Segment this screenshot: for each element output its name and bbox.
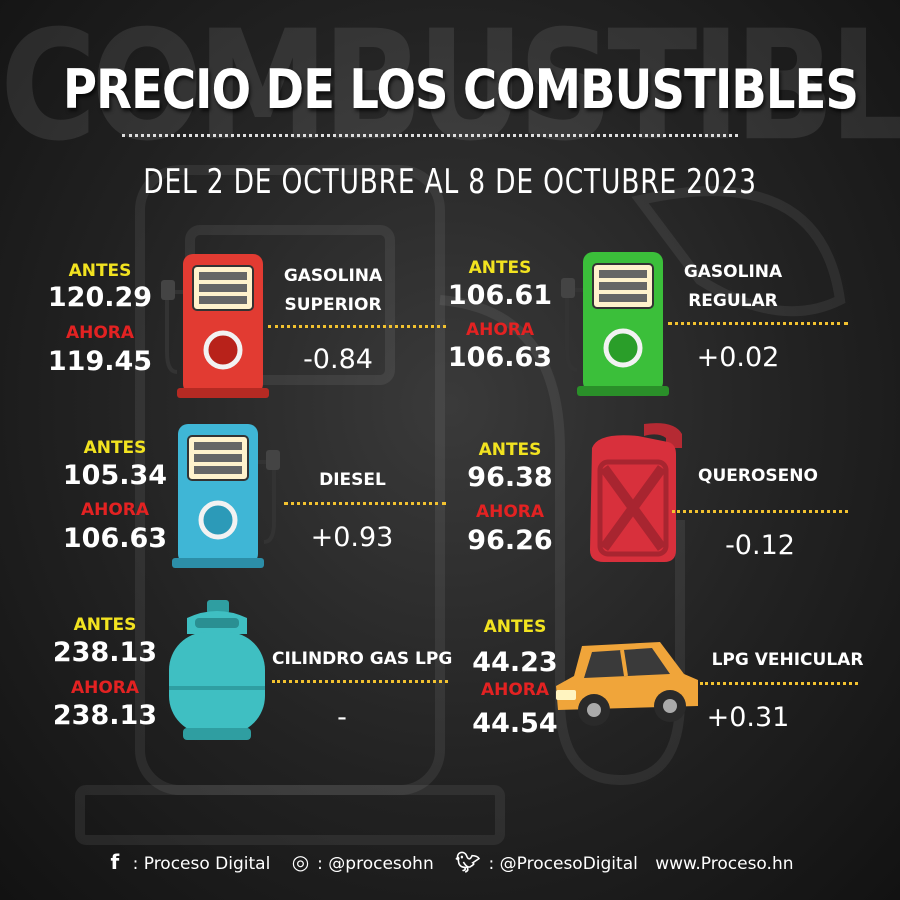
antes-price: 120.29 (47, 282, 153, 313)
page-title: PRECIO DE LOS COMBUSTIBLES (63, 58, 859, 121)
ahora-label: AHORA (80, 500, 150, 520)
dotted-divider (268, 325, 446, 328)
dotted-divider (272, 680, 448, 683)
twitter-icon: 🐦︎ (455, 850, 481, 874)
ahora-price: 44.54 (472, 708, 558, 739)
ahora-label: AHORA (65, 323, 135, 343)
fuel-name: LPG VEHICULAR (711, 650, 864, 670)
website-link[interactable]: www.Proceso.hn (655, 854, 794, 874)
gas-cylinder-icon (169, 600, 265, 740)
price-difference: +0.93 (310, 522, 394, 553)
antes-label: ANTES (83, 438, 147, 458)
ahora-label: AHORA (465, 320, 535, 340)
fuel-name: CILINDRO GAS LPG (272, 649, 453, 669)
price-difference: -0.12 (725, 530, 795, 561)
price-difference: +0.31 (706, 702, 790, 733)
twitter-link[interactable]: 🐦︎: @ProcesoDigital (455, 850, 638, 874)
fuel-name: QUEROSENO (698, 466, 818, 486)
social-footer: f : Proceso Digital ◎: @procesohn 🐦︎: @P… (0, 850, 900, 874)
antes-label: ANTES (68, 261, 132, 281)
ahora-price: 96.26 (467, 525, 553, 556)
antes-price: 106.61 (447, 280, 553, 311)
antes-price: 105.34 (62, 460, 168, 491)
dotted-divider (284, 502, 446, 505)
red-jerry-can-icon (590, 423, 682, 562)
ahora-price: 106.63 (447, 342, 553, 373)
antes-label: ANTES (468, 258, 532, 278)
price-difference: -0.84 (303, 344, 373, 375)
instagram-icon: ◎ (291, 850, 310, 874)
antes-label: ANTES (483, 617, 547, 637)
dotted-divider (700, 682, 858, 685)
ahora-label: AHORA (70, 678, 140, 698)
antes-price: 238.13 (52, 637, 158, 668)
title-divider (122, 134, 738, 137)
dotted-divider (668, 322, 848, 325)
fuel-name: GASOLINA SUPERIOR (283, 266, 383, 315)
facebook-link[interactable]: f : Proceso Digital (110, 850, 271, 874)
instagram-link[interactable]: ◎: @procesohn (291, 850, 434, 874)
antes-label: ANTES (478, 440, 542, 460)
facebook-icon: f (110, 850, 120, 874)
ahora-price: 119.45 (47, 346, 153, 377)
ahora-label: AHORA (475, 502, 545, 522)
red-fuel-pump-icon (161, 254, 269, 398)
green-fuel-pump-icon (561, 252, 669, 396)
ahora-price: 238.13 (52, 700, 158, 731)
fuel-name: DIESEL (319, 470, 386, 490)
background-watermark: COMBUSTIBLES (0, 0, 900, 176)
orange-car-icon (556, 642, 698, 726)
antes-price: 44.23 (472, 647, 558, 678)
fuel-name: GASOLINA REGULAR (683, 262, 783, 311)
dotted-divider (672, 510, 848, 513)
price-difference: - (337, 702, 347, 733)
antes-label: ANTES (73, 615, 137, 635)
price-difference: +0.02 (696, 342, 780, 373)
blue-fuel-pump-icon (172, 424, 280, 568)
date-range-subtitle: DEL 2 DE OCTUBRE AL 8 DE OCTUBRE 2023 (143, 162, 757, 202)
ahora-price: 106.63 (62, 523, 168, 554)
ahora-label: AHORA (480, 680, 550, 700)
antes-price: 96.38 (467, 462, 553, 493)
